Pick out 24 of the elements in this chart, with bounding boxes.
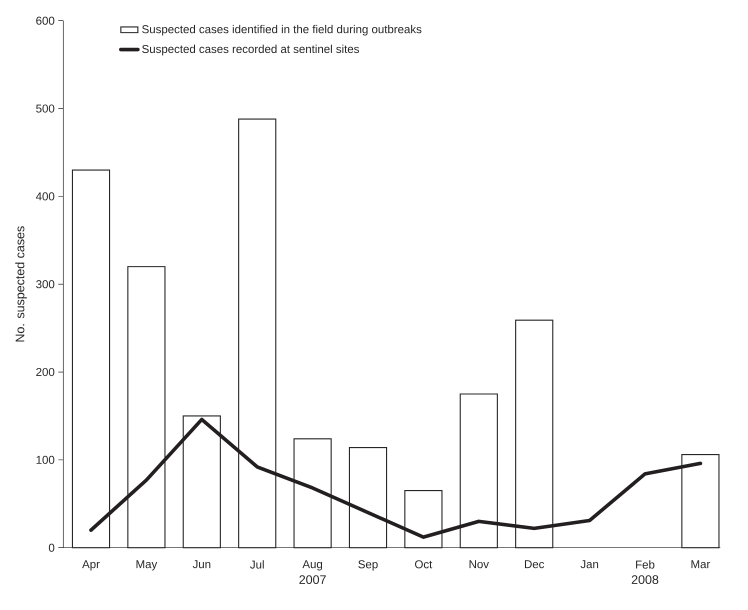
- x-tick-label: May: [136, 560, 158, 570]
- x-tick-label: Apr: [82, 560, 100, 570]
- text: 2008: [632, 575, 658, 584]
- y-tick-label: 500: [36, 104, 54, 113]
- x-tick-label: Jul: [250, 560, 264, 569]
- text: 2007: [299, 575, 326, 584]
- y-tick-label: 600: [36, 16, 54, 25]
- x-tick-label: Jan: [580, 560, 598, 568]
- x-tick-label: Mar: [691, 560, 710, 568]
- y-tick-label: 0: [48, 544, 54, 552]
- x-tick-label: Jun: [192, 560, 210, 568]
- x-tick-label: Nov: [470, 560, 489, 568]
- x-tick-label: Sep: [358, 560, 378, 571]
- y-axis-title: No. suspected cases: [15, 226, 27, 342]
- legend-label: Suspected cases recorded at sentinel sites: [142, 44, 359, 56]
- y-tick-label: 400: [36, 192, 54, 200]
- legend-label: Suspected cases identified in the field during outbreaks: [142, 24, 422, 36]
- x-tick-label: Dec: [524, 560, 544, 568]
- y-tick-label: 300: [36, 280, 54, 288]
- y-tick-label: 200: [36, 368, 54, 376]
- x-tick-label: Feb: [636, 560, 654, 569]
- y-tick-label: 100: [36, 456, 54, 464]
- x-tick-label: Oct: [415, 560, 432, 568]
- x-tick-label: Aug: [302, 560, 322, 570]
